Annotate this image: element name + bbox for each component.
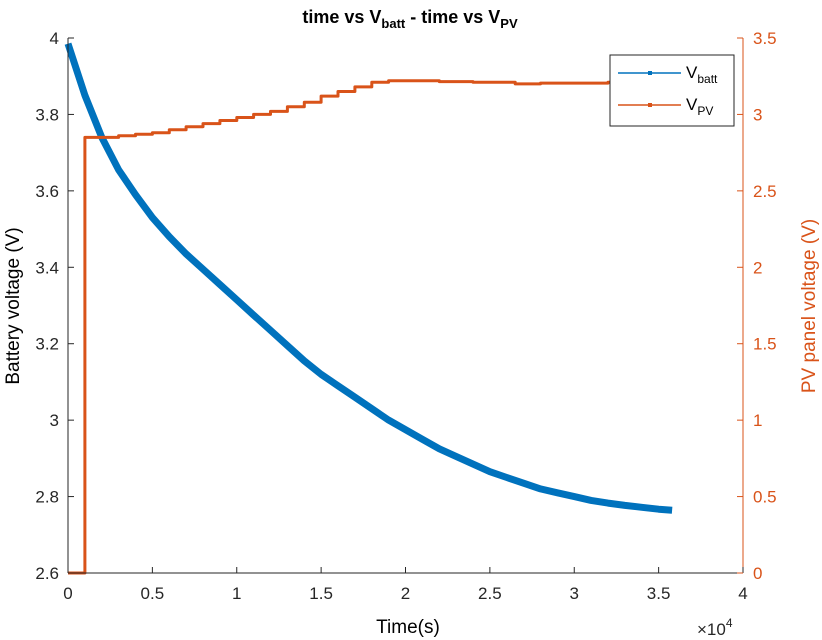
legend-label-vpv: VPV — [686, 95, 713, 118]
series-line-vbatt — [64, 42, 673, 514]
x-tick-label: 3.5 — [647, 584, 671, 603]
x-tick-label: 0 — [63, 584, 72, 603]
x-axis-exponent: ×104 — [697, 616, 733, 639]
legend-marker-vbatt — [648, 71, 652, 75]
y-right-tick-label: 2.5 — [753, 182, 777, 201]
x-tick-label: 4 — [738, 584, 747, 603]
y-left-tick-label: 3.6 — [35, 182, 59, 201]
series-line-vpv — [68, 79, 673, 575]
y-left-tick-label: 3.2 — [35, 335, 59, 354]
y-left-tick-label: 2.6 — [35, 564, 59, 583]
y-right-tick-label: 0 — [753, 564, 762, 583]
y-left-tick-label: 2.8 — [35, 488, 59, 507]
plot-area — [68, 38, 743, 573]
series-layer — [64, 42, 673, 575]
y-right-tick-label: 2 — [753, 258, 762, 277]
y-axis-right-label: PV panel voltage (V) — [799, 219, 820, 393]
y-axis-left-label: Battery voltage (V) — [3, 227, 24, 384]
y-left-tick-label: 3 — [50, 411, 59, 430]
y-right-tick-label: 1.5 — [753, 335, 777, 354]
chart-title: time vs Vbatt - time vs VPV — [302, 7, 518, 31]
x-tick-label: 0.5 — [141, 584, 165, 603]
plot-background — [68, 38, 743, 573]
axes-layer: 0 0.5 1 1.5 2 2.5 3 3.5 42.62.833.23.43.63.8400.… — [35, 29, 776, 603]
x-tick-label: 2.5 — [478, 584, 502, 603]
y-left-tick-label: 3.8 — [35, 105, 59, 124]
legend-box — [609, 54, 735, 127]
legend[interactable]: Vbatt VPV — [609, 54, 735, 127]
y-right-tick-label: 0.5 — [753, 488, 777, 507]
y-right-tick-label: 3 — [753, 105, 762, 124]
x-tick-label: 1.5 — [309, 584, 333, 603]
x-tick-label: 2 — [401, 584, 410, 603]
y-left-tick-label: 4 — [50, 29, 59, 48]
legend-label-vbatt: Vbatt — [686, 63, 718, 86]
y-right-tick-label: 3.5 — [753, 29, 777, 48]
y-left-tick-label: 3.4 — [35, 258, 59, 277]
x-tick-label: 1 — [232, 584, 241, 603]
legend-marker-vpv — [648, 103, 652, 107]
x-axis-label: Time(s) — [376, 617, 440, 638]
y-right-tick-label: 1 — [753, 411, 762, 430]
x-tick-label: 3 — [570, 584, 579, 603]
